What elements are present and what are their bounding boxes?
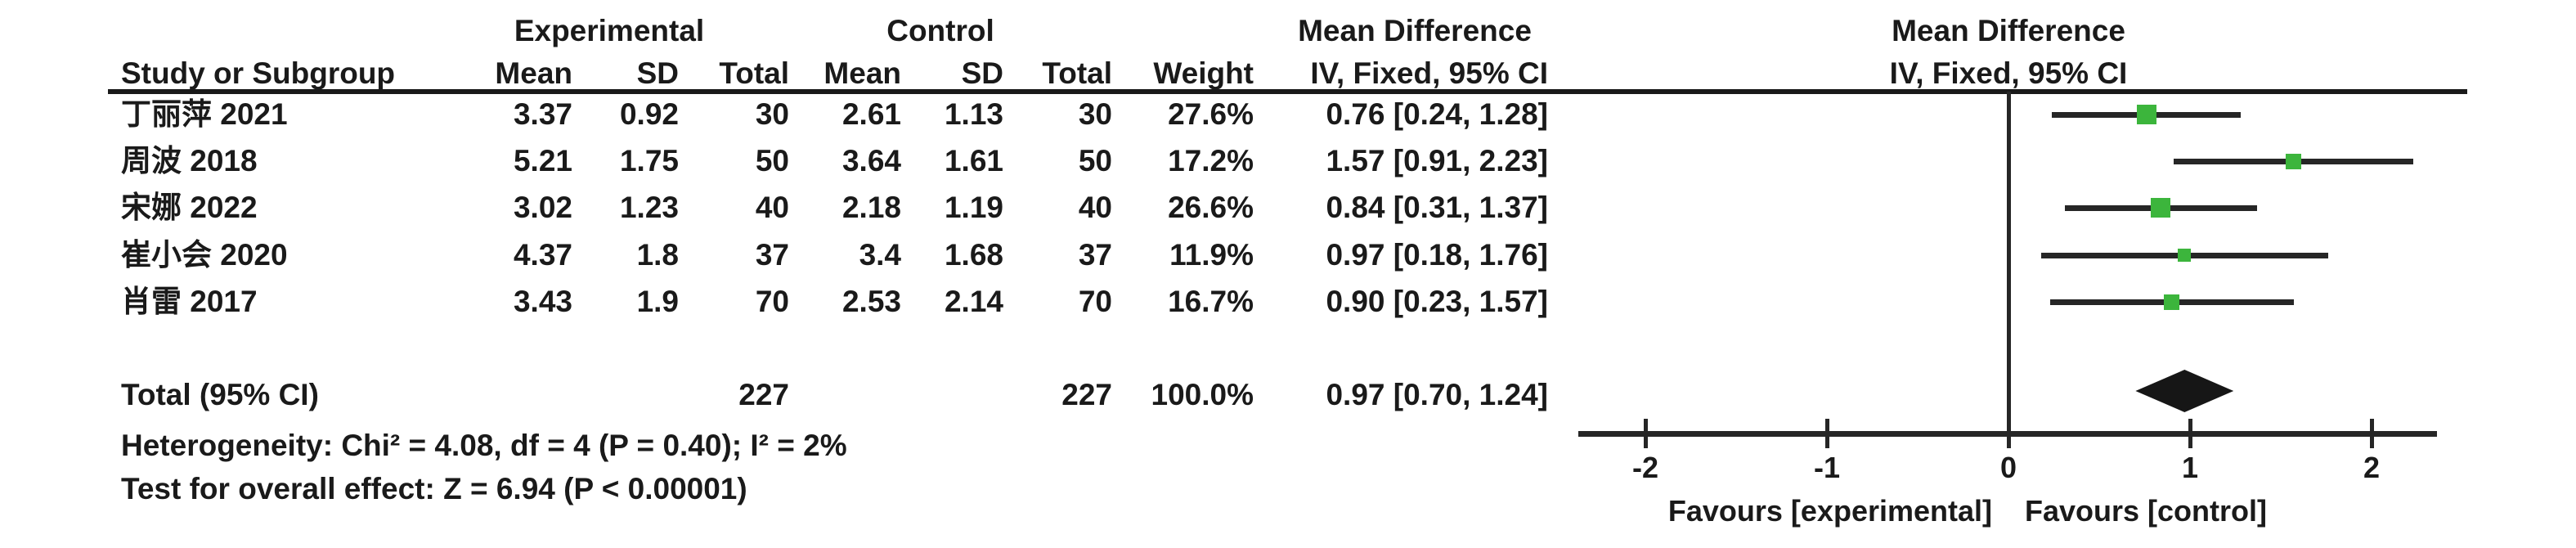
axis-tick <box>2369 419 2374 448</box>
exp-total-value: 30 <box>755 97 789 131</box>
axis-label-favours-experimental: Favours [experimental] <box>1667 494 1992 528</box>
axis-tick <box>2006 419 2011 448</box>
axis-tick <box>1824 419 1829 448</box>
effect-square <box>2286 153 2302 169</box>
column-header-ctrl-mean: Mean <box>824 56 901 90</box>
effect-square <box>2151 198 2171 218</box>
total-ci-text: 0.97 [0.70, 1.24] <box>1326 378 1548 411</box>
weight-value: 26.6% <box>1168 191 1254 224</box>
exp-mean-value: 3.37 <box>513 97 572 131</box>
exp-sd-value: 1.23 <box>619 191 679 224</box>
ci-text-value: 0.76 [0.24, 1.28] <box>1326 97 1548 131</box>
header-divider-line <box>108 89 2467 94</box>
axis-tick-label: 1 <box>2181 451 2199 484</box>
exp-total-value: 37 <box>755 238 789 272</box>
total-label: Total (95% CI) <box>121 378 319 411</box>
ctrl-sd-value: 1.68 <box>944 238 1003 272</box>
ctrl-total-value: 37 <box>1078 238 1112 272</box>
ctrl-mean-value: 2.18 <box>841 191 901 224</box>
axis-tick-label: 2 <box>2363 451 2381 484</box>
column-header-exp-mean: Mean <box>495 56 572 90</box>
study-name: 周波 2018 <box>121 144 258 177</box>
table-row: 宋娜 2022 3.02 1.23 40 2.18 1.19 40 26.6% … <box>0 185 2576 231</box>
effect-square <box>2136 105 2156 124</box>
weight-value: 17.2% <box>1168 144 1254 177</box>
exp-sd-value: 1.9 <box>636 285 679 318</box>
axis-tick <box>1643 419 1648 448</box>
column-header-study: Study or Subgroup <box>121 56 396 90</box>
group-header-control: Control <box>886 14 994 47</box>
total-row: Total (95% CI) 227 227 100.0% 0.97 [0.70… <box>0 372 2576 418</box>
exp-mean-value: 3.02 <box>513 191 572 224</box>
group-header-experimental: Experimental <box>514 14 705 47</box>
axis-tick-label: -2 <box>1631 451 1659 484</box>
column-header-ctrl-total: Total <box>1042 56 1112 90</box>
ctrl-total-value: 70 <box>1078 285 1112 318</box>
table-row: 周波 2018 5.21 1.75 50 3.64 1.61 50 17.2% … <box>0 138 2576 184</box>
study-name: 宋娜 2022 <box>121 191 258 224</box>
total-ctrl-total: 227 <box>1061 378 1112 411</box>
ctrl-sd-value: 2.14 <box>944 285 1003 318</box>
ctrl-mean-value: 2.53 <box>841 285 901 318</box>
ci-text-value: 0.84 [0.31, 1.37] <box>1326 191 1548 224</box>
exp-total-value: 40 <box>755 191 789 224</box>
effect-square <box>2178 249 2192 262</box>
plot-header-ci-method: IV, Fixed, 95% CI <box>1889 56 2128 90</box>
heterogeneity-note: Heterogeneity: Chi² = 4.08, df = 4 (P = … <box>121 429 847 462</box>
weight-value: 27.6% <box>1168 97 1254 131</box>
zero-line <box>2006 92 2011 433</box>
exp-sd-value: 0.92 <box>619 97 679 131</box>
exp-mean-value: 4.37 <box>513 238 572 272</box>
column-header-exp-total: Total <box>719 56 789 90</box>
axis-tick-label: 0 <box>1999 451 2017 484</box>
ctrl-sd-value: 1.61 <box>944 144 1003 177</box>
overall-effect-note: Test for overall effect: Z = 6.94 (P < 0… <box>121 472 747 505</box>
ctrl-total-value: 40 <box>1078 191 1112 224</box>
table-row: 肖雷 2017 3.43 1.9 70 2.53 2.14 70 16.7% 0… <box>0 279 2576 325</box>
total-exp-total: 227 <box>738 378 789 411</box>
study-name: 丁丽萍 2021 <box>121 97 288 131</box>
ci-text-value: 1.57 [0.91, 2.23] <box>1326 144 1548 177</box>
ctrl-total-value: 30 <box>1078 97 1112 131</box>
plot-header-mean-difference: Mean Difference <box>1892 14 2125 47</box>
ctrl-mean-value: 3.64 <box>841 144 901 177</box>
weight-value: 11.9% <box>1169 238 1254 272</box>
ci-text-value: 0.90 [0.23, 1.57] <box>1326 285 1548 318</box>
column-header-mean-difference: Mean Difference <box>1298 14 1532 47</box>
exp-sd-value: 1.75 <box>619 144 679 177</box>
exp-total-value: 70 <box>755 285 789 318</box>
table-row: 丁丽萍 2021 3.37 0.92 30 2.61 1.13 30 27.6%… <box>0 92 2576 137</box>
total-weight: 100.0% <box>1151 378 1254 411</box>
column-header-weight: Weight <box>1153 56 1254 90</box>
table-row: 崔小会 2020 4.37 1.8 37 3.4 1.68 37 11.9% 0… <box>0 232 2576 278</box>
axis-label-favours-control: Favours [control] <box>2025 494 2268 528</box>
ctrl-mean-value: 2.61 <box>841 97 901 131</box>
exp-mean-value: 3.43 <box>513 285 572 318</box>
column-header-exp-sd: SD <box>636 56 679 90</box>
exp-sd-value: 1.8 <box>636 238 679 272</box>
ctrl-mean-value: 3.4 <box>859 238 901 272</box>
column-header-ci: IV, Fixed, 95% CI <box>1310 56 1548 90</box>
study-name: 肖雷 2017 <box>121 285 258 318</box>
exp-mean-value: 5.21 <box>513 144 572 177</box>
exp-total-value: 50 <box>755 144 789 177</box>
effect-square <box>2164 294 2180 310</box>
study-name: 崔小会 2020 <box>121 238 288 272</box>
ctrl-total-value: 50 <box>1078 144 1112 177</box>
axis-tick-label: -1 <box>1813 451 1841 484</box>
ctrl-sd-value: 1.19 <box>944 191 1003 224</box>
column-header-ctrl-sd: SD <box>961 56 1003 90</box>
axis-tick <box>2188 419 2192 448</box>
ctrl-sd-value: 1.13 <box>944 97 1003 131</box>
ci-text-value: 0.97 [0.18, 1.76] <box>1326 238 1548 272</box>
weight-value: 16.7% <box>1168 285 1254 318</box>
